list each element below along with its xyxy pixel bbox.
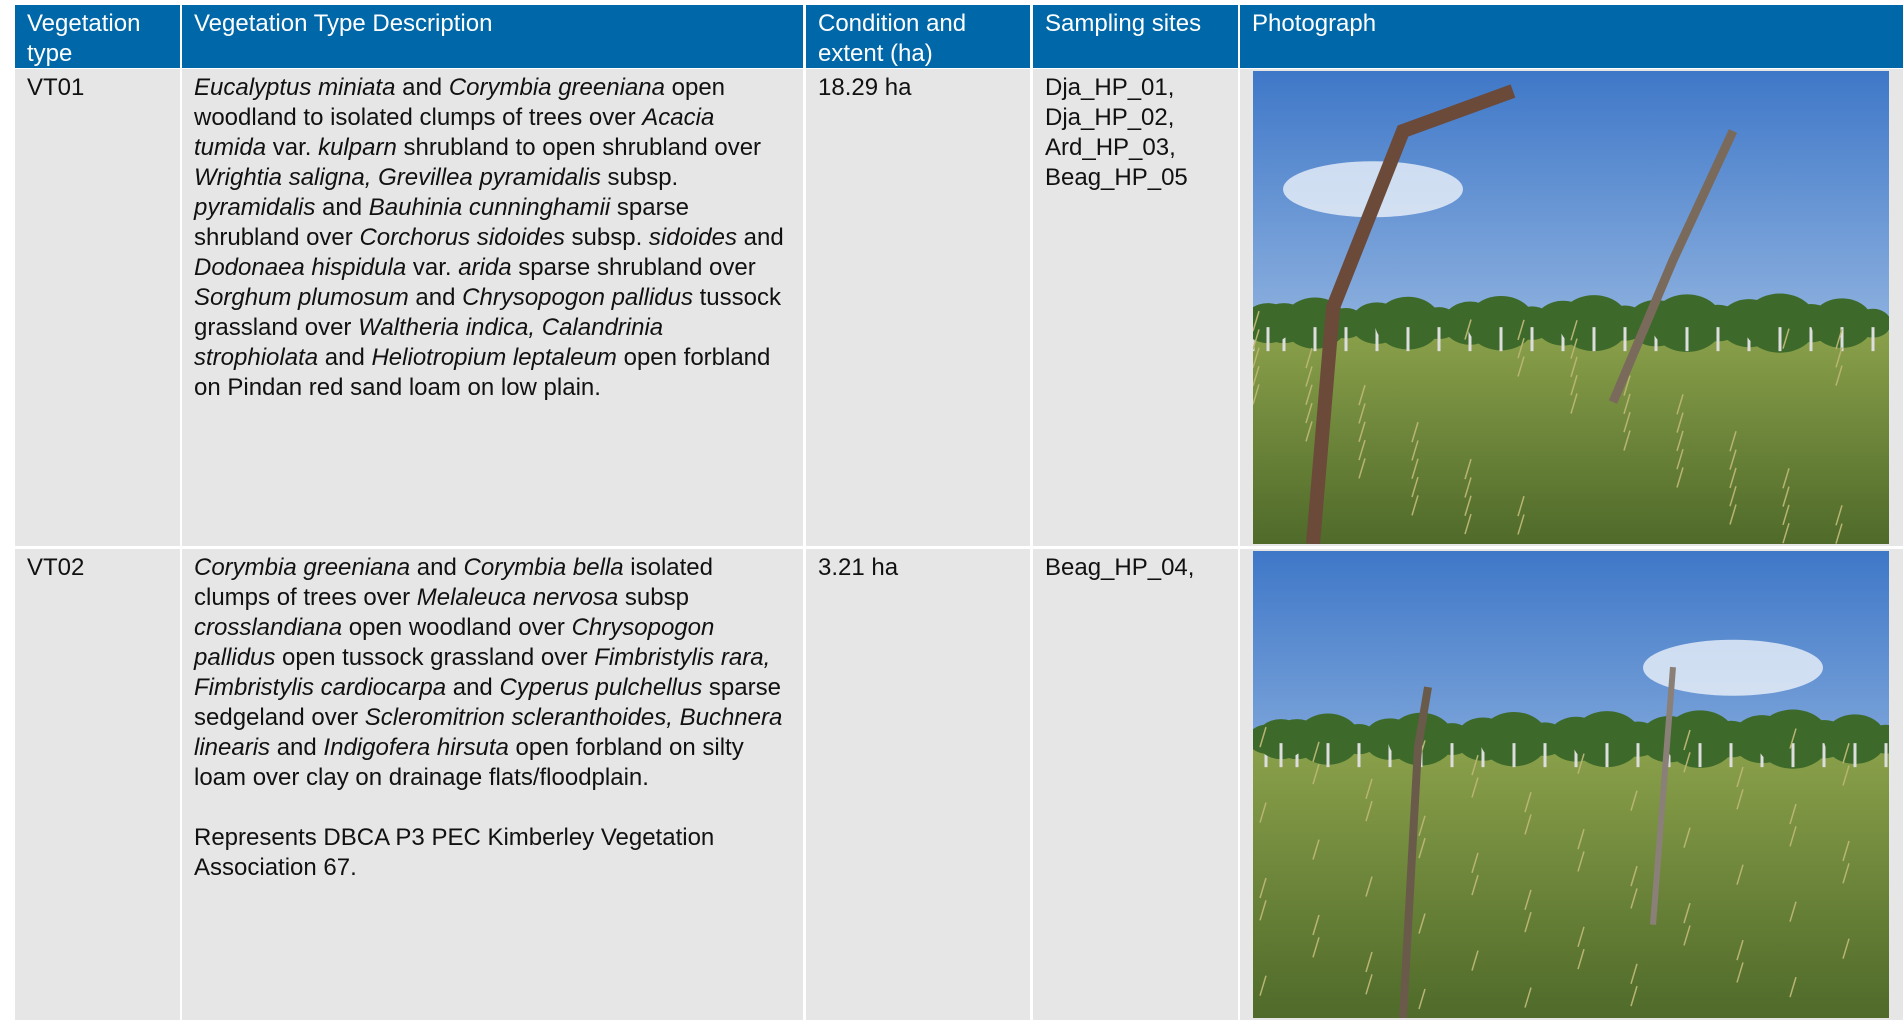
species-name: sidoides: [648, 224, 737, 251]
type-cell: VT02: [15, 549, 180, 1020]
header-cell: Sampling sites: [1033, 5, 1238, 68]
species-name: Corymbia greeniana: [448, 74, 665, 101]
photograph: [1253, 71, 1889, 544]
header-cell: Vegetation type: [15, 5, 180, 68]
species-name: Waltheria indica, Calandrinia strophiola…: [194, 314, 664, 371]
description-text: open forbland on silty loam over clay on…: [194, 734, 744, 791]
description-text: var.: [266, 134, 319, 161]
description-text: subsp.: [564, 224, 649, 251]
description-text: sparse shrubland over: [194, 194, 689, 251]
species-name: Chrysopogon pallidus: [462, 284, 693, 311]
header-text: Vegetation type: [27, 10, 141, 67]
species-name: Cyperus pulchellus: [499, 674, 703, 701]
sampling-site: Ard_HP_03,: [1045, 134, 1176, 161]
header-text: Condition and extent (ha): [818, 10, 967, 67]
description-text: tussock grassland over: [194, 284, 781, 341]
species-name: crosslandiana: [194, 614, 343, 641]
description-note: Represents DBCA P3 PEC Kimberley Vegetat…: [194, 824, 715, 881]
photo-cell: [1240, 69, 1903, 546]
description-text: sparse sedgeland over: [194, 674, 781, 731]
description-text: shrubland to open shrubland over: [396, 134, 762, 161]
species-name: Scleromitrion scleranthoides, Buchnera l…: [194, 704, 783, 761]
header-cell: Photograph: [1240, 5, 1903, 68]
species-name: Wrightia saligna, Grevillea pyramidalis: [194, 164, 601, 191]
description-text: and: [395, 74, 449, 101]
vegetation-type: VT01: [27, 74, 85, 101]
description-text: and: [446, 674, 500, 701]
header-text: Sampling sites: [1045, 10, 1202, 37]
description-text: open tussock grassland over: [275, 644, 595, 671]
species-name: Fimbristylis rara, Fimbristylis cardioca…: [194, 644, 771, 701]
description: Eucalyptus miniata and Corymbia greenian…: [194, 73, 789, 403]
description-text: var.: [406, 254, 459, 281]
species-name: Bauhinia cunninghamii: [368, 194, 611, 221]
sampling-site: Dja_HP_01,: [1045, 74, 1175, 101]
vegetation-type: VT02: [27, 554, 85, 581]
condition: 18.29 ha: [818, 74, 912, 101]
sampling-site: Beag_HP_05: [1045, 164, 1188, 191]
description-text: sparse shrubland over: [511, 254, 756, 281]
sampling-site: Beag_HP_04,: [1045, 554, 1195, 581]
header-cell: Vegetation Type Description: [182, 5, 803, 68]
species-name: kulparn: [318, 134, 397, 161]
species-name: Corymbia bella: [463, 554, 624, 581]
species-name: arida: [458, 254, 512, 281]
description-text: subsp.: [600, 164, 679, 191]
sites-cell: Dja_HP_01, Dja_HP_02, Ard_HP_03, Beag_HP_05: [1033, 69, 1238, 546]
description-text: open forbland on Pindan red sand loam on…: [194, 344, 771, 401]
description-text: and: [410, 554, 464, 581]
species-name: Heliotropium leptaleum: [371, 344, 617, 371]
species-name: Melaleuca nervosa: [416, 584, 619, 611]
description-text: isolated clumps of trees over: [194, 554, 713, 611]
header-text: Vegetation Type Description: [194, 10, 493, 37]
sites-cell: Beag_HP_04,: [1033, 549, 1238, 1020]
description-text: open woodland over: [342, 614, 572, 641]
description: Corymbia greeniana and Corymbia bella is…: [194, 553, 789, 793]
type-cell: VT01: [15, 69, 180, 546]
species-name: Sorghum plumosum: [194, 284, 409, 311]
sampling-site: Dja_HP_02,: [1045, 104, 1175, 131]
species-name: Corchorus sidoides: [359, 224, 565, 251]
description-text: open woodland to isolated clumps of tree…: [194, 74, 726, 131]
description-cell: Eucalyptus miniata and Corymbia greenian…: [182, 69, 803, 546]
species-name: Eucalyptus miniata: [194, 74, 396, 101]
condition-cell: 3.21 ha: [806, 549, 1030, 1020]
photograph: [1253, 551, 1889, 1018]
description-text: and: [315, 194, 369, 221]
species-name: Corymbia greeniana: [194, 554, 411, 581]
species-name: Chrysopogon pallidus: [194, 614, 715, 671]
description-text: subsp: [618, 584, 689, 611]
species-name: Dodonaea hispidula: [194, 254, 407, 281]
header-cell: Condition and extent (ha): [806, 5, 1030, 68]
header-text: Photograph: [1252, 10, 1377, 37]
description-cell: Corymbia greeniana and Corymbia bella is…: [182, 549, 803, 1020]
description-text: and: [736, 224, 784, 251]
species-name: pyramidalis: [194, 194, 316, 221]
photo-cell: [1240, 549, 1903, 1020]
species-name: Acacia tumida: [194, 104, 715, 161]
description-text: and: [270, 734, 324, 761]
species-name: Indigofera hirsuta: [323, 734, 509, 761]
condition-cell: 18.29 ha: [806, 69, 1030, 546]
condition: 3.21 ha: [818, 554, 899, 581]
description-text: and: [408, 284, 463, 311]
description-text: and: [318, 344, 372, 371]
